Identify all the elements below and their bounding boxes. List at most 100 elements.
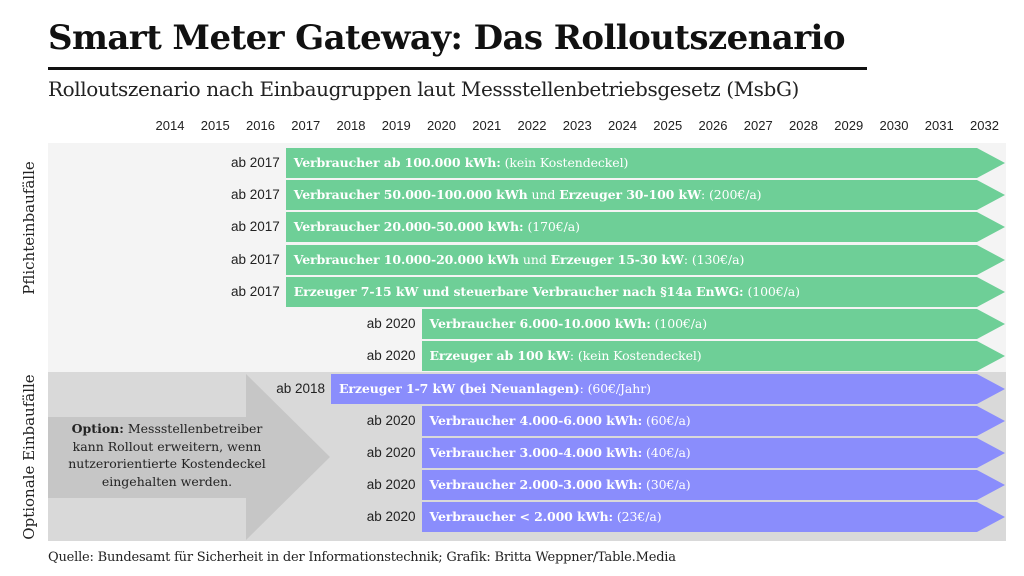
mandatory-bar: Verbraucher 50.000-100.000 kWh und Erzeu… xyxy=(286,180,1005,210)
bar-label-text: und xyxy=(519,252,551,267)
year-tick: 2022 xyxy=(517,118,547,133)
year-tick: 2014 xyxy=(155,118,185,133)
year-tick: 2028 xyxy=(789,118,818,133)
start-year-label: ab 2020 xyxy=(366,477,416,492)
bar-label-bold: Verbraucher < 2.000 kWh: xyxy=(429,509,614,524)
bar-label-text: (30€/a) xyxy=(642,477,691,492)
year-tick: 2015 xyxy=(200,118,230,133)
bar-label: Verbraucher < 2.000 kWh: (23€/a) xyxy=(430,502,662,532)
option-annotation-text: Messstellenbetreiber kann Rollout erweit… xyxy=(68,421,266,489)
rollout-row: ab 2017 Verbraucher 10.000-20.000 kWh und… xyxy=(231,245,1005,275)
start-year-label: ab 2020 xyxy=(366,445,416,460)
start-year-label: ab 2017 xyxy=(230,284,280,299)
rollout-row: ab 2020 Verbraucher < 2.000 kWh: (23€/a) xyxy=(367,502,1006,532)
year-tick: 2031 xyxy=(924,118,954,133)
bar-label-text: : (200€/a) xyxy=(701,187,762,202)
year-tick: 2018 xyxy=(336,118,366,133)
option-annotation: Option: Messstellenbetreiber kann Rollou… xyxy=(56,420,278,490)
mandatory-bar: Verbraucher 20.000-50.000 kWh: (170€/a) xyxy=(286,212,1005,242)
bar-label-bold: Erzeuger 30-100 kW xyxy=(559,187,702,202)
year-tick: 2019 xyxy=(381,118,411,133)
bar-label-text: : (60€/Jahr) xyxy=(579,381,651,396)
bar-label: Verbraucher 2.000-3.000 kWh: (30€/a) xyxy=(430,470,691,500)
year-tick: 2027 xyxy=(743,118,773,133)
bar-label-bold: Erzeuger 15-30 kW xyxy=(550,252,684,267)
rollout-row: ab 2017 Erzeuger 7-15 kW und steuerbare V… xyxy=(231,277,1005,307)
bar-label-text: und xyxy=(527,187,560,202)
bar-label: Verbraucher 50.000-100.000 kWh und Erzeu… xyxy=(294,180,762,210)
bar-label: Erzeuger ab 100 kW: (kein Kostendeckel) xyxy=(430,341,702,371)
bar-label-text: : (kein Kostendeckel) xyxy=(569,348,702,363)
rollout-row: ab 2017 Verbraucher 20.000-50.000 kWh: (1… xyxy=(231,212,1005,242)
bar-label: Verbraucher ab 100.000 kWh: (kein Kosten… xyxy=(294,148,629,178)
rollout-row: ab 2018 Erzeuger 1-7 kW (bei Neuanlagen):… xyxy=(276,374,1005,404)
optional-section-label: Optionale Einbaufälle xyxy=(20,374,38,540)
source-note: Quelle: Bundesamt für Sicherheit in der … xyxy=(48,550,676,565)
bar-label-text: (23€/a) xyxy=(613,509,662,524)
bar-label: Verbraucher 20.000-50.000 kWh: (170€/a) xyxy=(294,212,580,242)
start-year-label: ab 2020 xyxy=(366,348,416,363)
year-tick: 2024 xyxy=(608,118,637,133)
optional-bar: Verbraucher 4.000-6.000 kWh: (60€/a) xyxy=(422,406,1006,436)
year-tick: 2023 xyxy=(562,118,592,133)
bar-label-bold: Erzeuger 7-15 kW und steuerbare Verbrauc… xyxy=(293,284,744,299)
bar-label-text: (100€/a) xyxy=(650,316,708,331)
bar-label: Verbraucher 4.000-6.000 kWh: (60€/a) xyxy=(430,406,691,436)
bar-label-text: (40€/a) xyxy=(642,445,691,460)
bar-label-bold: Verbraucher 20.000-50.000 kWh: xyxy=(293,219,524,234)
bar-label-bold: Verbraucher 10.000-20.000 kWh xyxy=(293,252,520,267)
year-tick: 2017 xyxy=(291,118,321,133)
start-year-label: ab 2020 xyxy=(366,509,416,524)
optional-bar: Verbraucher 2.000-3.000 kWh: (30€/a) xyxy=(422,470,1006,500)
start-year-label: ab 2017 xyxy=(230,219,280,234)
year-tick: 2030 xyxy=(879,118,909,133)
year-tick: 2025 xyxy=(653,118,683,133)
rollout-row: ab 2020 Verbraucher 3.000-4.000 kWh: (40€… xyxy=(367,438,1006,468)
optional-bar: Erzeuger 1-7 kW (bei Neuanlagen): (60€/J… xyxy=(331,374,1005,404)
bar-label-text: (100€/a) xyxy=(743,284,800,299)
title-divider xyxy=(48,67,867,70)
mandatory-bar: Erzeuger 7-15 kW und steuerbare Verbrauc… xyxy=(286,277,1005,307)
optional-bar: Verbraucher < 2.000 kWh: (23€/a) xyxy=(422,502,1006,532)
year-tick: 2029 xyxy=(834,118,864,133)
mandatory-section-label: Pflichteinbaufälle xyxy=(20,161,38,295)
start-year-label: ab 2017 xyxy=(230,252,280,267)
start-year-label: ab 2020 xyxy=(366,413,416,428)
year-tick: 2026 xyxy=(698,118,728,133)
bar-label-bold: Verbraucher 3.000-4.000 kWh: xyxy=(429,445,643,460)
bar-label-text: (kein Kostendeckel) xyxy=(500,155,629,170)
bar-label: Erzeuger 7-15 kW und steuerbare Verbrauc… xyxy=(294,277,800,307)
bar-label-bold: Verbraucher 2.000-3.000 kWh: xyxy=(429,477,643,492)
bar-label: Verbraucher 3.000-4.000 kWh: (40€/a) xyxy=(430,438,691,468)
mandatory-bar: Verbraucher 6.000-10.000 kWh: (100€/a) xyxy=(422,309,1006,339)
mandatory-bar: Erzeuger ab 100 kW: (kein Kostendeckel) xyxy=(422,341,1006,371)
rollout-row: ab 2020 Verbraucher 2.000-3.000 kWh: (30€… xyxy=(367,470,1006,500)
mandatory-bar: Verbraucher ab 100.000 kWh: (kein Kosten… xyxy=(286,148,1005,178)
bar-label-bold: Erzeuger 1-7 kW (bei Neuanlagen) xyxy=(339,381,580,396)
year-tick: 2020 xyxy=(427,118,456,133)
bar-label-bold: Verbraucher 4.000-6.000 kWh: xyxy=(429,413,643,428)
page-subtitle: Rolloutszenario nach Einbaugruppen laut … xyxy=(48,77,799,101)
bar-label-bold: Verbraucher 50.000-100.000 kWh xyxy=(293,187,528,202)
start-year-label: ab 2017 xyxy=(230,187,280,202)
bar-label-bold: Verbraucher ab 100.000 kWh: xyxy=(293,155,501,170)
rollout-row: ab 2017 Verbraucher 50.000-100.000 kWh un… xyxy=(231,180,1005,210)
bar-label: Verbraucher 10.000-20.000 kWh und Erzeug… xyxy=(294,245,745,275)
year-tick: 2032 xyxy=(970,118,999,133)
bar-label-text: : (130€/a) xyxy=(683,252,745,267)
rollout-row: ab 2020 Verbraucher 4.000-6.000 kWh: (60€… xyxy=(367,406,1006,436)
page-title: Smart Meter Gateway: Das Rolloutszenario xyxy=(48,18,846,58)
start-year-label: ab 2017 xyxy=(230,155,280,170)
rollout-row: ab 2020 Verbraucher 6.000-10.000 kWh: (10… xyxy=(367,309,1006,339)
bar-label-bold: Verbraucher 6.000-10.000 kWh: xyxy=(429,316,651,331)
start-year-label: ab 2020 xyxy=(366,316,416,331)
year-tick: 2016 xyxy=(246,118,275,133)
bar-label-bold: Erzeuger ab 100 kW xyxy=(429,348,570,363)
option-arrow-icon xyxy=(48,374,330,540)
option-annotation-bold: Option: xyxy=(71,421,124,436)
rollout-row: ab 2020 Erzeuger ab 100 kW: (kein Kostend… xyxy=(367,341,1006,371)
bar-label: Erzeuger 1-7 kW (bei Neuanlagen): (60€/J… xyxy=(339,374,651,404)
rollout-row: ab 2017 Verbraucher ab 100.000 kWh: (kein… xyxy=(231,148,1005,178)
start-year-label: ab 2018 xyxy=(276,381,325,396)
bar-label-text: (170€/a) xyxy=(523,219,580,234)
